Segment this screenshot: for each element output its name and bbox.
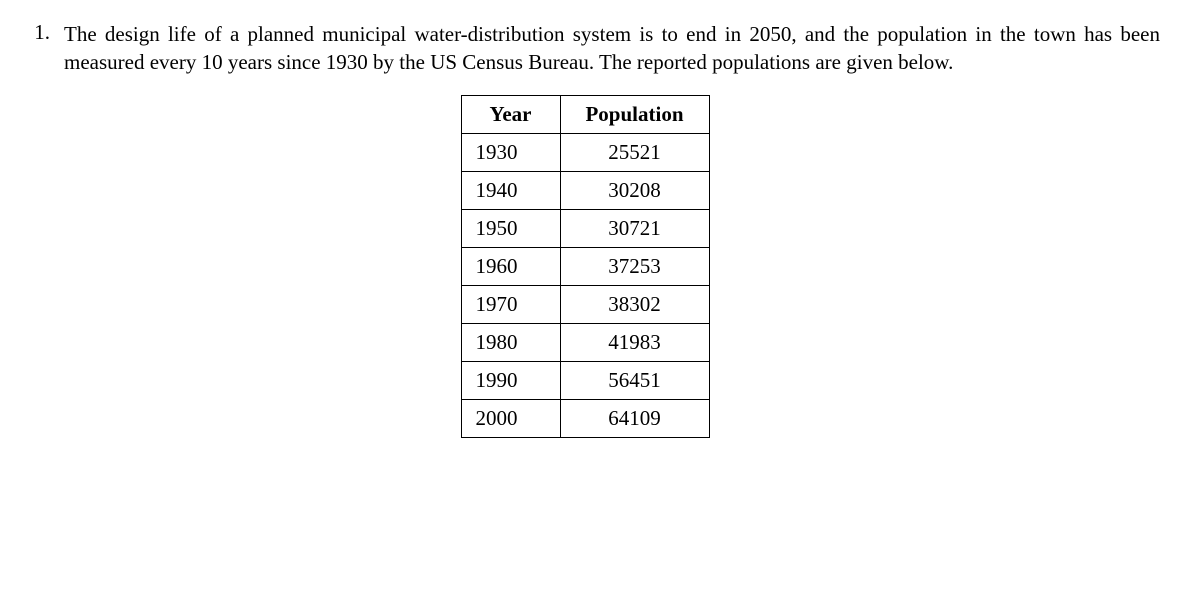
problem-number: 1. xyxy=(10,20,64,45)
table-header-row: Year Population xyxy=(461,95,709,133)
cell-year: 1970 xyxy=(461,285,560,323)
cell-population: 56451 xyxy=(560,361,709,399)
cell-population: 64109 xyxy=(560,399,709,437)
table-row: 2000 64109 xyxy=(461,399,709,437)
table-row: 1950 30721 xyxy=(461,209,709,247)
table-row: 1940 30208 xyxy=(461,171,709,209)
cell-year: 1980 xyxy=(461,323,560,361)
cell-year: 1930 xyxy=(461,133,560,171)
cell-population: 30208 xyxy=(560,171,709,209)
population-table: Year Population 1930 25521 1940 30208 19… xyxy=(461,95,710,438)
cell-population: 30721 xyxy=(560,209,709,247)
col-header-year: Year xyxy=(461,95,560,133)
cell-year: 2000 xyxy=(461,399,560,437)
table-row: 1990 56451 xyxy=(461,361,709,399)
cell-year: 1950 xyxy=(461,209,560,247)
cell-population: 38302 xyxy=(560,285,709,323)
cell-population: 41983 xyxy=(560,323,709,361)
cell-population: 25521 xyxy=(560,133,709,171)
table-row: 1960 37253 xyxy=(461,247,709,285)
table-row: 1980 41983 xyxy=(461,323,709,361)
cell-year: 1940 xyxy=(461,171,560,209)
cell-year: 1960 xyxy=(461,247,560,285)
cell-population: 37253 xyxy=(560,247,709,285)
cell-year: 1990 xyxy=(461,361,560,399)
col-header-population: Population xyxy=(560,95,709,133)
problem-block: 1. The design life of a planned municipa… xyxy=(10,20,1160,77)
table-row: 1930 25521 xyxy=(461,133,709,171)
table-container: Year Population 1930 25521 1940 30208 19… xyxy=(10,95,1160,438)
problem-text: The design life of a planned municipal w… xyxy=(64,20,1160,77)
table-row: 1970 38302 xyxy=(461,285,709,323)
